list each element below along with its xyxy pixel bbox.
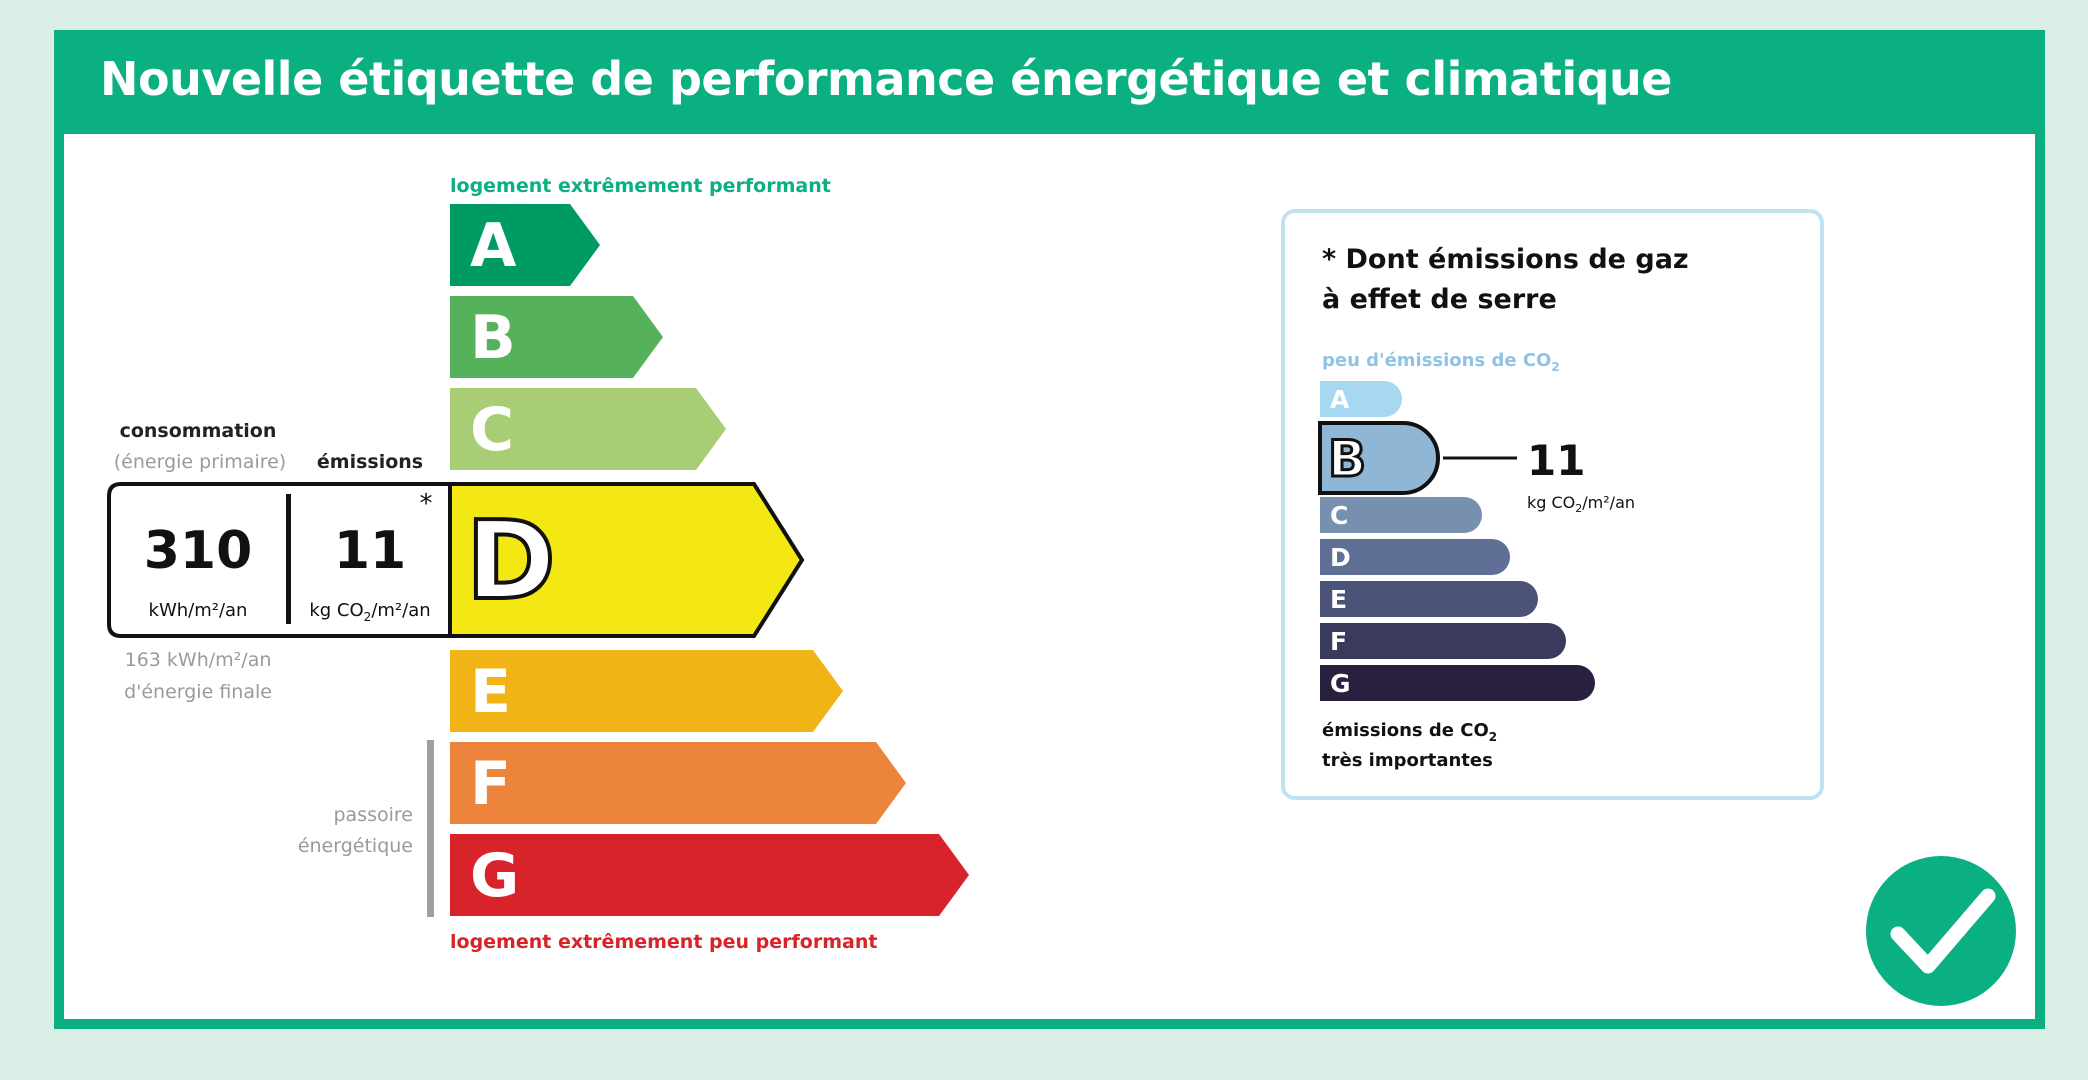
ghg-letter-f: F [1330,627,1347,656]
energy-letter-f: F [470,749,511,819]
energy-letter-d: D [466,499,556,624]
ghg-bottom-label-line2: très importantes [1322,750,1493,771]
ghg-heading-line2: à effet de serre [1322,284,1557,315]
ghg-bottom-label-line1: émissions de CO2 [1322,720,1497,744]
passoire-label-line2: énergétique [298,835,413,857]
ghg-letter-d: D [1330,543,1351,572]
energy-letter-g: G [470,841,519,911]
title-bar: Nouvelle étiquette de performance énergé… [64,40,2035,134]
energy-top-label: logement extrêmement performant [450,175,831,197]
ghg-bar-f [1320,623,1566,659]
energy-bottom-label: logement extrêmement peu performant [450,931,877,953]
consumption-sublabel: (énergie primaire) [114,451,286,473]
emissions-asterisk: * [420,489,433,519]
ghg-letter-e: E [1330,585,1347,614]
energy-bar-e [450,650,843,732]
energy-bar-g [450,834,969,916]
ghg-bar-d [1320,539,1510,575]
energy-letter-c: C [470,395,514,465]
ghg-unit: kg CO2/m²/an [1527,493,1635,515]
checkmark-icon [1890,888,1996,974]
ghg-letter-a: A [1330,385,1350,414]
final-energy-line1: 163 kWh/m²/an [125,649,272,671]
ghg-letter-b: B [1328,430,1366,488]
ghg-letter-c: C [1330,501,1348,530]
emissions-unit: kg CO2/m²/an [309,600,430,624]
page-title: Nouvelle étiquette de performance énergé… [100,52,1672,106]
check-badge [1866,856,2016,1006]
ghg-top-label: peu d'émissions de CO2 [1322,350,1560,374]
consumption-unit: kWh/m²/an [149,600,248,621]
energy-bar-b [450,296,663,378]
ghg-bar-e [1320,581,1538,617]
energy-letter-b: B [470,303,516,373]
ghg-bar-g [1320,665,1595,701]
consumption-value: 310 [144,521,253,581]
ghg-value: 11 [1527,436,1585,485]
emissions-label: émissions [317,451,423,473]
consumption-label: consommation [120,420,277,442]
energy-bar-a [450,204,600,286]
emissions-value: 11 [334,521,406,581]
energy-bar-c [450,388,726,470]
energy-letter-a: A [470,211,517,281]
readout-box [107,482,452,638]
ghg-bar-c [1320,497,1482,533]
final-energy-line2: d'énergie finale [124,681,272,703]
ghg-heading-line1: * Dont émissions de gaz [1322,244,1689,275]
ghg-letter-g: G [1330,669,1351,698]
energy-letter-e: E [470,657,511,727]
energy-bar-f [450,742,906,824]
ghg-bar-b [1318,421,1440,495]
ghg-bar-a [1320,381,1402,417]
passoire-bracket [427,740,434,917]
passoire-label-line1: passoire [334,804,414,826]
